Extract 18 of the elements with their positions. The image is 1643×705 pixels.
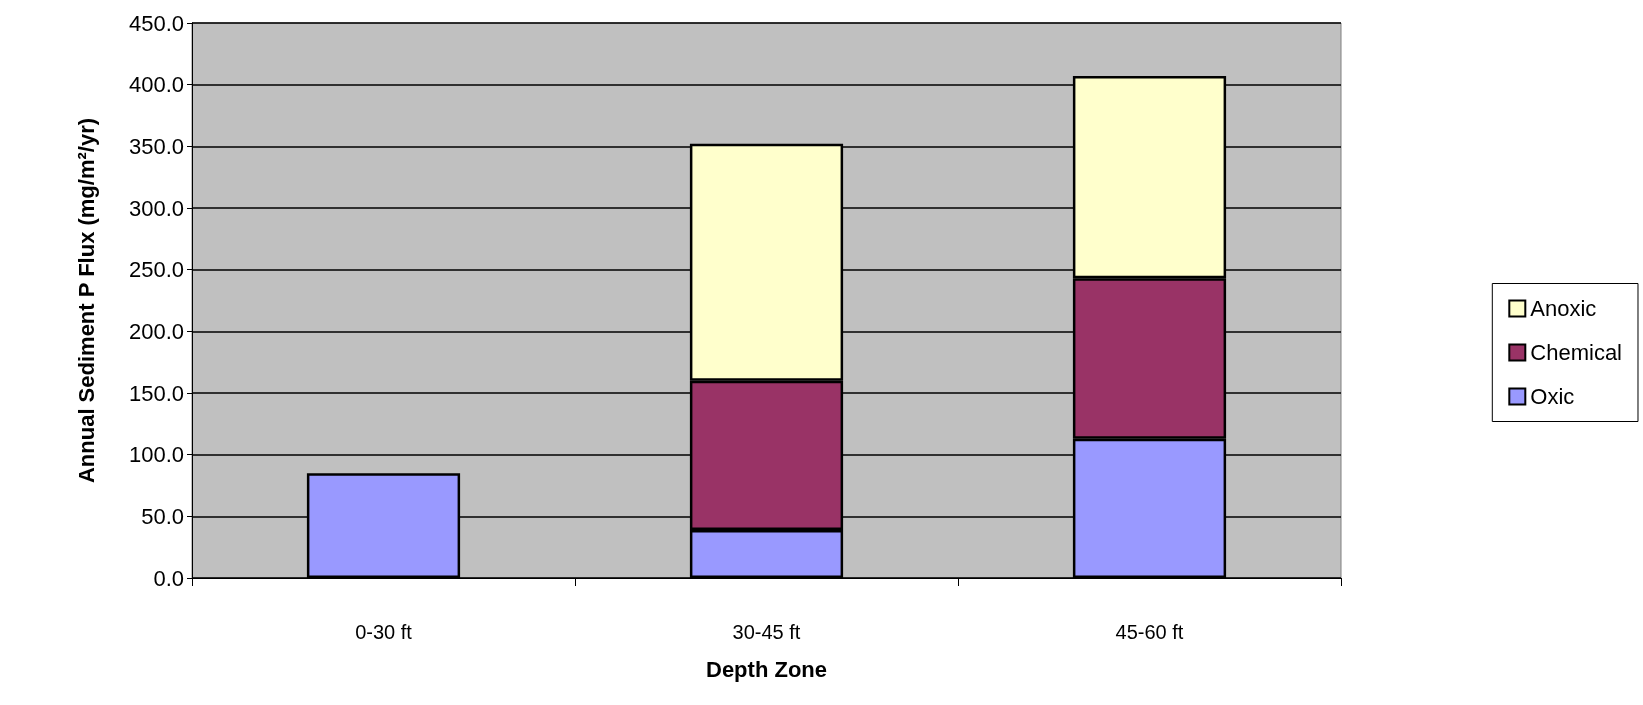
legend-label: Oxic [1530, 384, 1575, 409]
x-tick-label: 45-60 ft [1115, 621, 1184, 643]
y-tick-label: 50.0 [141, 503, 184, 529]
y-axis-title: Annual Sediment P Flux (mg/m²/yr) [73, 117, 99, 484]
y-tick-label: 150.0 [128, 380, 184, 406]
y-tick-label: 100.0 [128, 442, 184, 468]
y-tick-label: 350.0 [128, 133, 184, 159]
x-tick-label: 0-30 ft [355, 621, 413, 643]
x-axis-title: Depth Zone [706, 656, 827, 682]
y-tick-label: 0.0 [153, 565, 184, 591]
y-tick-label: 200.0 [128, 318, 184, 344]
y-tick-label: 400.0 [128, 72, 184, 98]
legend-label: Chemical [1530, 340, 1623, 365]
x-tick-label: 30-45 ft [732, 621, 801, 643]
y-tick-label: 250.0 [128, 257, 184, 283]
y-tick-label: 300.0 [128, 195, 184, 221]
y-tick-label: 450.0 [128, 10, 184, 36]
legend-label: Anoxic [1530, 296, 1597, 321]
